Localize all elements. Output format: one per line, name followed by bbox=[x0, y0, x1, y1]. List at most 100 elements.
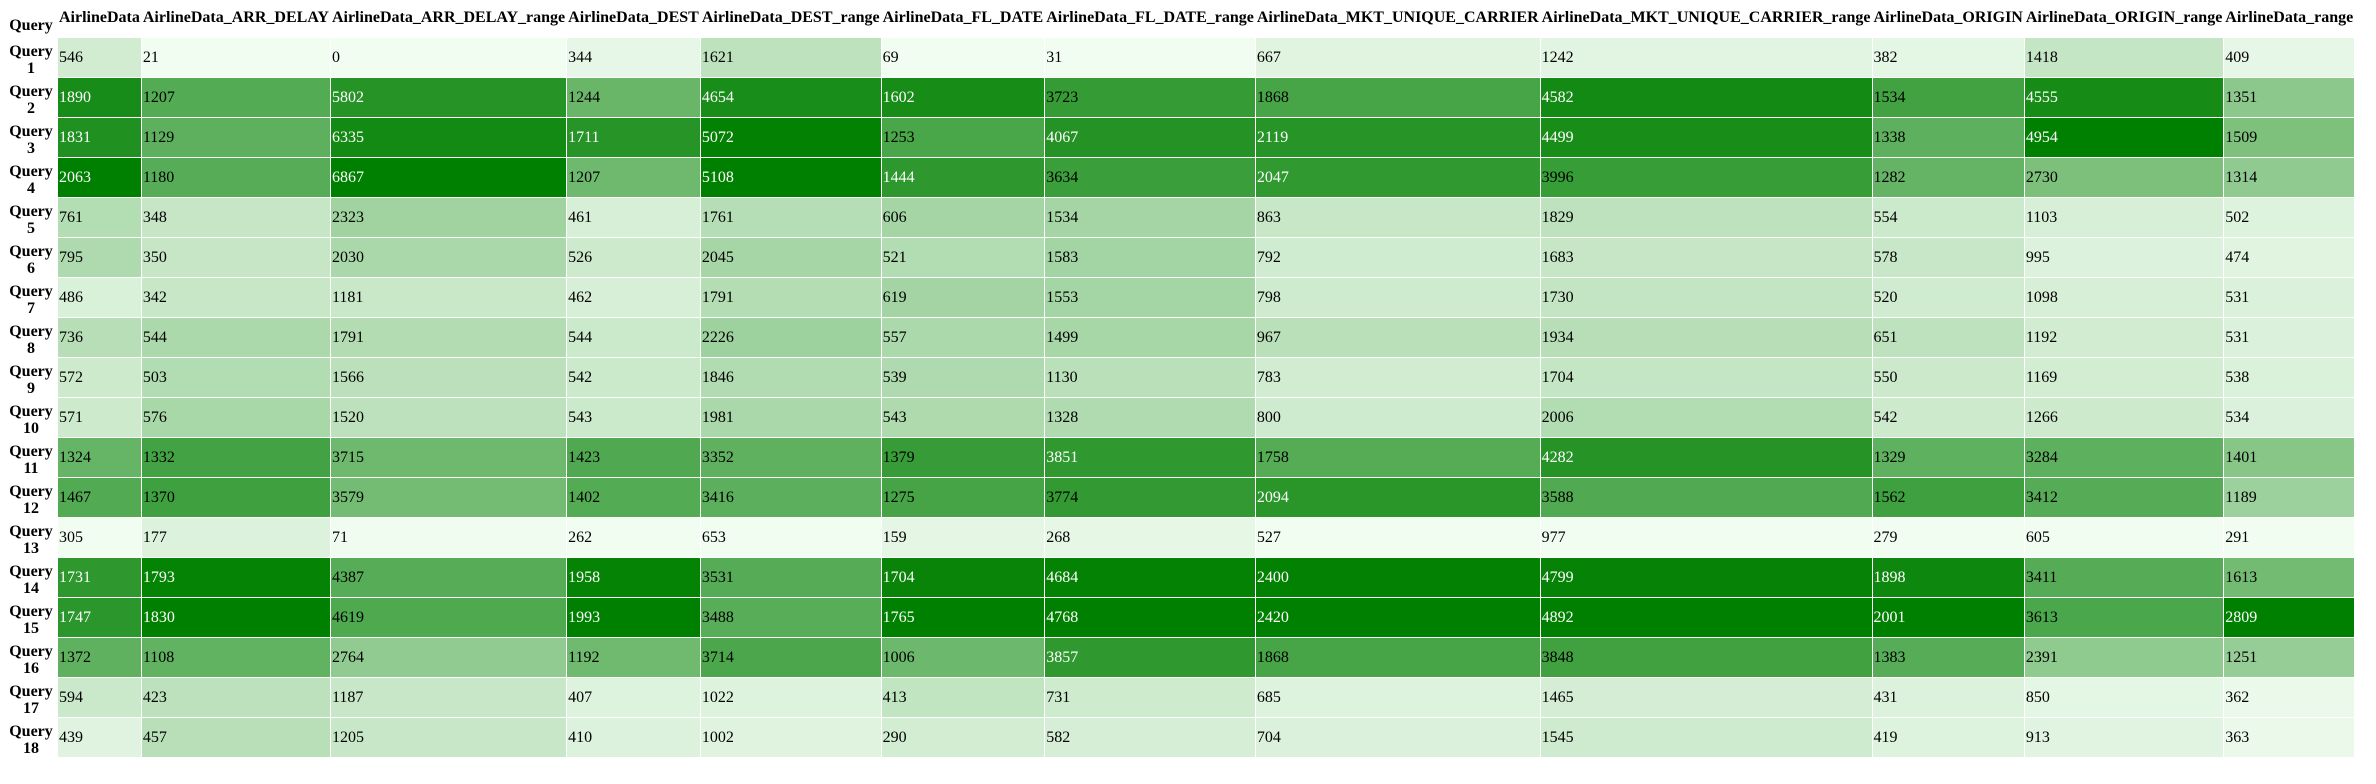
table-cell: 1520 bbox=[330, 398, 567, 437]
table-cell: 995 bbox=[2024, 238, 2224, 277]
table-cell: 419 bbox=[1872, 718, 2024, 757]
table-cell: 520 bbox=[1872, 278, 2024, 317]
column-header: AirlineData_ORIGIN bbox=[1873, 9, 2023, 26]
table-cell: 4619 bbox=[330, 598, 567, 637]
table-cell: 4282 bbox=[1540, 438, 1872, 477]
table-cell: 382 bbox=[1872, 38, 2024, 77]
table-cell: 2047 bbox=[1255, 158, 1540, 197]
table-cell: 2391 bbox=[2024, 638, 2224, 677]
table-cell: 1981 bbox=[700, 398, 881, 437]
table-row: Query 6 795 350 2030 526 2045 521 1583 792 1683 57… bbox=[5, 238, 2355, 277]
table-cell: 1402 bbox=[567, 478, 700, 517]
table-cell: 342 bbox=[141, 278, 330, 317]
table-cell: 177 bbox=[141, 518, 330, 557]
table-body: Query 1 546 21 0 344 1621 69 31 667 1242 382 1418 40… bbox=[5, 38, 2355, 757]
row-label: Query 7 bbox=[9, 283, 53, 317]
table-cell: 1898 bbox=[1872, 558, 2024, 597]
table-cell: 1566 bbox=[330, 358, 567, 397]
table-cell: 2226 bbox=[700, 318, 881, 357]
table-cell: 795 bbox=[58, 238, 141, 277]
table-cell: 531 bbox=[2224, 278, 2355, 317]
row-label: Query 6 bbox=[9, 243, 53, 277]
row-label: Query 17 bbox=[9, 683, 53, 717]
table-cell: 582 bbox=[1045, 718, 1255, 757]
table-cell: 1180 bbox=[141, 158, 330, 197]
table-cell: 69 bbox=[881, 38, 1045, 77]
table-row: Query 1 546 21 0 344 1621 69 31 667 1242 382 1418 40… bbox=[5, 38, 2355, 77]
table-cell: 2030 bbox=[330, 238, 567, 277]
table-cell: 3588 bbox=[1540, 478, 1872, 517]
table-cell: 1602 bbox=[881, 78, 1045, 117]
table-cell: 1328 bbox=[1045, 398, 1255, 437]
table-cell: 1765 bbox=[881, 598, 1045, 637]
table-cell: 653 bbox=[700, 518, 881, 557]
table-cell: 1103 bbox=[2024, 198, 2224, 237]
table-cell: 619 bbox=[881, 278, 1045, 317]
column-header: AirlineData_FL_DATE bbox=[882, 9, 1044, 26]
table-cell: 1467 bbox=[58, 478, 141, 517]
table-cell: 1332 bbox=[141, 438, 330, 477]
table-cell: 578 bbox=[1872, 238, 2024, 277]
row-label: Query 3 bbox=[9, 123, 53, 157]
table-row: Query 8 736 544 1791 544 2226 557 1499 967 1934 65… bbox=[5, 318, 2355, 357]
table-cell: 704 bbox=[1255, 718, 1540, 757]
table-row: Query 4 2063 1180 6867 1207 5108 1444 3634 2047 3… bbox=[5, 158, 2355, 197]
table-cell: 1266 bbox=[2024, 398, 2224, 437]
table-cell: 413 bbox=[881, 678, 1045, 717]
table-cell: 1509 bbox=[2224, 118, 2355, 157]
table-cell: 1370 bbox=[141, 478, 330, 517]
table-cell: 1275 bbox=[881, 478, 1045, 517]
row-label: Query 15 bbox=[9, 603, 53, 637]
table-cell: 1791 bbox=[330, 318, 567, 357]
table-cell: 1314 bbox=[2224, 158, 2355, 197]
table-cell: 503 bbox=[141, 358, 330, 397]
table-cell: 2764 bbox=[330, 638, 567, 677]
row-header: Query bbox=[9, 17, 53, 34]
column-header: AirlineData_DEST_range bbox=[701, 9, 880, 26]
table-cell: 0 bbox=[330, 38, 567, 77]
column-header: AirlineData_DEST bbox=[568, 9, 699, 26]
table-cell: 521 bbox=[881, 238, 1045, 277]
table-cell: 539 bbox=[881, 358, 1045, 397]
column-header: AirlineData_range bbox=[2225, 9, 2354, 26]
table-cell: 736 bbox=[58, 318, 141, 357]
table-cell: 3579 bbox=[330, 478, 567, 517]
table-row: Query 9 572 503 1566 542 1846 539 1130 783 1704 55… bbox=[5, 358, 2355, 397]
table-cell: 667 bbox=[1255, 38, 1540, 77]
table-row: Query 3 1831 1129 6335 1711 5072 1253 4067 2119 4… bbox=[5, 118, 2355, 157]
table-cell: 557 bbox=[881, 318, 1045, 357]
table-cell: 4654 bbox=[700, 78, 881, 117]
table-cell: 550 bbox=[1872, 358, 2024, 397]
table-cell: 1830 bbox=[141, 598, 330, 637]
row-label: Query 11 bbox=[9, 443, 53, 477]
table-cell: 1791 bbox=[700, 278, 881, 317]
table-cell: 967 bbox=[1255, 318, 1540, 357]
table-cell: 1761 bbox=[700, 198, 881, 237]
table-cell: 4684 bbox=[1045, 558, 1255, 597]
table-cell: 1282 bbox=[1872, 158, 2024, 197]
table-cell: 798 bbox=[1255, 278, 1540, 317]
table-cell: 1444 bbox=[881, 158, 1045, 197]
table-cell: 3996 bbox=[1540, 158, 1872, 197]
table-cell: 761 bbox=[58, 198, 141, 237]
table-cell: 1993 bbox=[567, 598, 700, 637]
table-cell: 2006 bbox=[1540, 398, 1872, 437]
table-cell: 1934 bbox=[1540, 318, 1872, 357]
table-cell: 1192 bbox=[2024, 318, 2224, 357]
table-cell: 1022 bbox=[700, 678, 881, 717]
table-cell: 21 bbox=[141, 38, 330, 77]
row-label: Query 8 bbox=[9, 323, 53, 357]
table-cell: 1534 bbox=[1045, 198, 1255, 237]
table-cell: 1562 bbox=[1872, 478, 2024, 517]
table-cell: 2045 bbox=[700, 238, 881, 277]
table-cell: 3723 bbox=[1045, 78, 1255, 117]
table-cell: 1868 bbox=[1255, 78, 1540, 117]
table-cell: 1499 bbox=[1045, 318, 1255, 357]
table-cell: 1108 bbox=[141, 638, 330, 677]
table-cell: 71 bbox=[330, 518, 567, 557]
column-header: AirlineData_FL_DATE_range bbox=[1046, 9, 1254, 26]
table-cell: 544 bbox=[567, 318, 700, 357]
table-cell: 3411 bbox=[2024, 558, 2224, 597]
table-cell: 290 bbox=[881, 718, 1045, 757]
table-cell: 5802 bbox=[330, 78, 567, 117]
